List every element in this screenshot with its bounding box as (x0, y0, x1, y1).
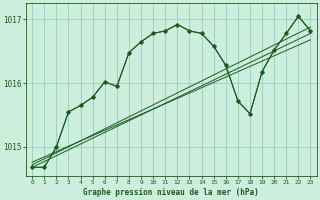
X-axis label: Graphe pression niveau de la mer (hPa): Graphe pression niveau de la mer (hPa) (84, 188, 259, 197)
